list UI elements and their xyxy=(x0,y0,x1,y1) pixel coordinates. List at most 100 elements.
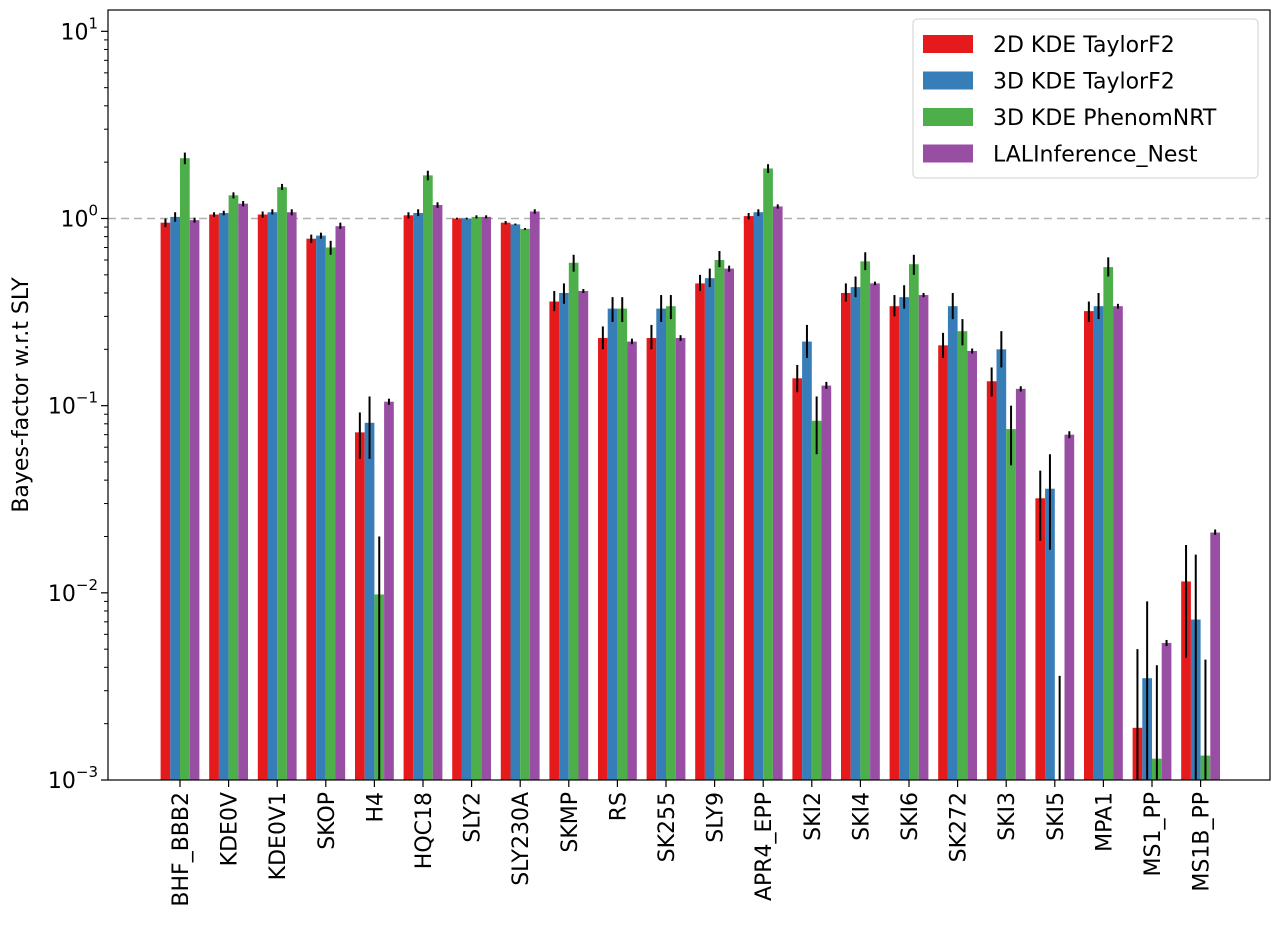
x-tick-label: MPA1 xyxy=(1092,792,1117,852)
bar xyxy=(578,290,589,780)
bar xyxy=(520,228,530,780)
axes-frame xyxy=(107,9,1271,781)
y-tick-label: 10−2 xyxy=(48,576,98,607)
bar xyxy=(714,260,725,780)
x-tick-label: SKI3 xyxy=(995,792,1020,841)
x-tick-label: H4 xyxy=(363,792,388,823)
y-axis: 10−3 10−2 10−1 100 101 xyxy=(48,14,108,794)
bar xyxy=(510,224,521,781)
bar xyxy=(413,212,423,780)
y-tick-label: 10−3 xyxy=(48,763,98,794)
bar xyxy=(218,212,229,780)
bar xyxy=(802,341,812,780)
bar xyxy=(850,287,861,780)
bar xyxy=(423,175,433,781)
bar xyxy=(529,211,540,781)
bar xyxy=(1064,434,1075,780)
bar xyxy=(257,214,268,780)
bar xyxy=(967,350,977,780)
bar xyxy=(364,422,375,780)
x-tick-label: SK255 xyxy=(655,792,680,862)
bar xyxy=(841,292,851,780)
x-tick-label: MS1_PP xyxy=(1141,792,1166,876)
bar xyxy=(1181,581,1191,780)
bar xyxy=(656,308,666,780)
bar xyxy=(228,195,239,780)
bar xyxy=(918,295,929,780)
bar xyxy=(1161,642,1172,780)
bar xyxy=(209,214,219,780)
x-tick-label: SKMP xyxy=(558,792,583,853)
bar xyxy=(286,212,297,780)
x-tick-label: MS1B_PP xyxy=(1190,792,1215,892)
legend-label: LALInference_Nest xyxy=(993,143,1198,168)
error-bars-group xyxy=(164,152,1217,780)
legend-swatch xyxy=(923,144,973,163)
legend-label: 2D KDE TaylorF2 xyxy=(993,33,1175,58)
bar xyxy=(568,262,579,780)
x-tick-label: SLY230A xyxy=(509,792,534,886)
bar xyxy=(316,235,326,780)
y-axis-label: Bayes-factor w.r.t SLY xyxy=(9,277,34,513)
bars-group xyxy=(160,158,1220,781)
plot-frame xyxy=(107,9,1271,781)
bar xyxy=(1015,388,1026,780)
bar xyxy=(821,385,832,780)
bar xyxy=(792,378,803,780)
bar xyxy=(277,187,287,780)
bar xyxy=(170,216,180,781)
bar xyxy=(938,345,948,780)
bar xyxy=(1113,306,1123,780)
bar xyxy=(481,216,491,781)
bar xyxy=(384,401,394,780)
bar xyxy=(189,220,200,780)
x-tick-label: SKI2 xyxy=(801,792,826,841)
legend-label: 3D KDE PhenomNRT xyxy=(993,106,1217,131)
y-tick-label: 100 xyxy=(60,201,98,232)
bar xyxy=(889,306,900,780)
x-tick-label: HQC18 xyxy=(412,792,437,869)
bar xyxy=(627,341,637,780)
bar xyxy=(1084,311,1094,780)
bar xyxy=(811,420,822,780)
bar xyxy=(607,308,618,780)
bar xyxy=(996,349,1007,780)
legend-swatch xyxy=(923,35,973,53)
bar xyxy=(947,306,958,780)
x-axis: BHF_BBB2 KDE0V KDE0V1 SKOP H4 HQC18 SLY2 SLY230… xyxy=(169,780,1215,907)
bar xyxy=(335,226,346,780)
y-tick-label: 10−1 xyxy=(48,389,98,420)
bar xyxy=(724,268,734,780)
bar xyxy=(743,216,754,780)
bar xyxy=(461,218,472,781)
x-tick-label: RS xyxy=(606,792,631,821)
bar xyxy=(452,218,462,781)
bar xyxy=(899,297,909,780)
bar xyxy=(870,283,880,780)
x-tick-label: SLY9 xyxy=(704,792,729,843)
x-tick-label: SKI6 xyxy=(898,792,923,841)
x-tick-label: KDE0V xyxy=(218,792,243,866)
bar xyxy=(549,301,560,780)
legend-swatch xyxy=(923,71,973,90)
bar xyxy=(403,215,414,781)
bar xyxy=(598,337,608,780)
bar xyxy=(704,278,715,780)
bar xyxy=(559,292,569,780)
legend-label: 3D KDE TaylorF2 xyxy=(993,70,1175,95)
bar xyxy=(986,381,997,780)
bar xyxy=(957,331,968,780)
bar xyxy=(432,205,443,781)
bar xyxy=(1045,488,1055,780)
bar xyxy=(325,247,336,781)
legend: 2D KDE TaylorF2 3D KDE TaylorF2 3D KDE Phe… xyxy=(912,18,1259,179)
bar xyxy=(471,216,482,781)
bar xyxy=(666,306,676,780)
bar xyxy=(772,206,783,781)
bar xyxy=(180,158,190,781)
bar xyxy=(675,337,686,780)
bar xyxy=(695,283,705,780)
bar xyxy=(1093,306,1104,780)
